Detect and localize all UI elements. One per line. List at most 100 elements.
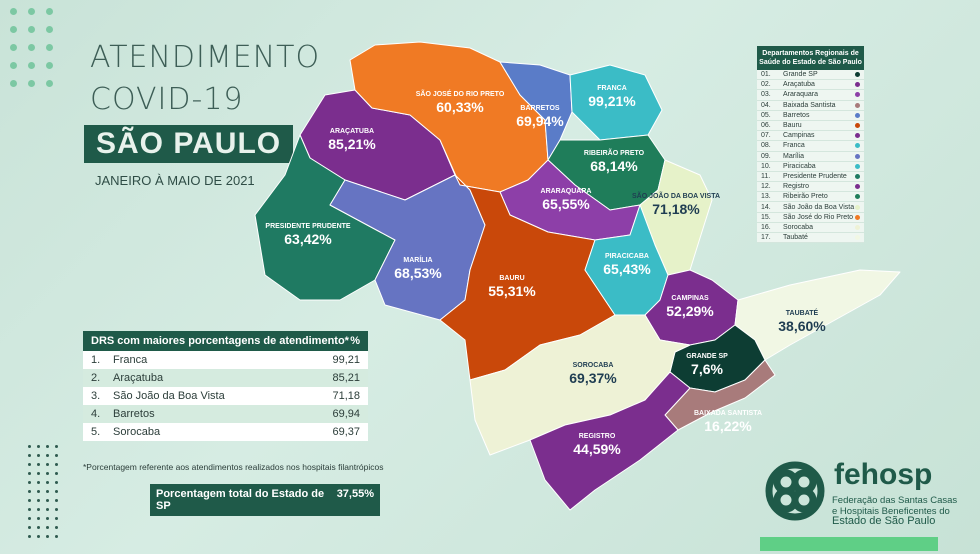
chain-link-logo-icon	[765, 461, 825, 521]
region-franca[interactable]	[569, 64, 663, 141]
decorative-dot	[28, 481, 31, 484]
legend-item-name: Taubaté	[783, 234, 808, 242]
legend-item: 17. Taubaté	[757, 233, 864, 244]
accent-bar	[760, 537, 938, 551]
logo-tagline-3: Estado de São Paulo	[832, 515, 936, 527]
legend-item-num: 02.	[761, 81, 771, 89]
decorative-dot	[46, 80, 53, 87]
legend-item-num: 15.	[761, 213, 771, 221]
decorative-dot	[28, 8, 35, 15]
ranking-row: 3. São João da Boa Vista 71,18	[83, 387, 368, 405]
decorative-dot	[28, 490, 31, 493]
region-value: 71,18%	[652, 201, 700, 217]
legend-item: 08. Franca	[757, 141, 864, 152]
decorative-dot	[28, 44, 35, 51]
decorative-dot	[28, 445, 31, 448]
region-value: 68,53%	[394, 265, 442, 281]
ranking-pos: 2.	[91, 372, 101, 384]
decorative-dot	[37, 463, 40, 466]
legend-item-num: 17.	[761, 234, 771, 242]
decorative-dot	[37, 445, 40, 448]
decorative-dot	[37, 526, 40, 529]
decorative-dot	[28, 517, 31, 520]
decorative-dot	[28, 80, 35, 87]
decorative-dot	[28, 26, 35, 33]
region-value: 65,43%	[603, 261, 651, 277]
ranking-row: 2. Araçatuba 85,21	[83, 369, 368, 387]
title-line2: COVID-19	[90, 82, 244, 117]
ranking-pos: 1.	[91, 354, 101, 366]
decorative-dot	[28, 535, 31, 538]
legend-item-name: São José do Rio Preto	[783, 213, 854, 221]
legend-item-swatch	[855, 163, 860, 169]
region-label: BAURU	[499, 275, 524, 282]
legend-item-swatch	[855, 123, 860, 129]
region-value: 52,29%	[666, 303, 714, 319]
legend-item: 02. Araçatuba	[757, 80, 864, 91]
legend-item-name: Campinas	[783, 132, 815, 140]
legend-item-num: 03.	[761, 91, 771, 99]
legend-item-num: 13.	[761, 193, 771, 201]
legend-item: 11. Presidente Prudente	[757, 172, 864, 183]
total-value: 37,55%	[336, 488, 374, 500]
legend-item: 07. Campinas	[757, 131, 864, 142]
decorative-dot	[28, 454, 31, 457]
legend-item-num: 05.	[761, 111, 771, 119]
decorative-dot	[55, 499, 58, 502]
decorative-dot	[46, 463, 49, 466]
region-registro[interactable]	[529, 371, 691, 511]
legend-item: 09. Marília	[757, 152, 864, 162]
legend-item-name: São João da Boa Vista	[783, 203, 855, 211]
decorative-dot	[28, 472, 31, 475]
ranking-pos: 5.	[91, 426, 101, 438]
ranking-row: 4. Barretos 69,94	[83, 405, 368, 423]
ranking-header-pct: %	[350, 335, 360, 347]
decorative-dot	[55, 517, 58, 520]
legend-item-name: Araraquara	[783, 91, 819, 99]
decorative-dot	[10, 62, 17, 69]
region-label: SOROCABA	[573, 362, 614, 369]
decorative-dot	[55, 481, 58, 484]
legend-item-swatch	[855, 184, 860, 190]
region-value: 99,21%	[588, 93, 636, 109]
decorative-dot	[28, 62, 35, 69]
decorative-dot	[10, 44, 17, 51]
decorative-dot	[46, 445, 49, 448]
ranking-row: 1. Franca 99,21	[83, 351, 368, 369]
ranking-table: DRS com maiores porcentagens de atendime…	[83, 331, 368, 441]
decorative-dot	[46, 472, 49, 475]
legend-item-name: Barretos	[783, 111, 810, 119]
decorative-dot	[37, 490, 40, 493]
decorative-dot	[37, 508, 40, 511]
decorative-dot	[46, 481, 49, 484]
legend-item-num: 08.	[761, 142, 771, 150]
region-label: TAUBATÉ	[786, 308, 819, 317]
region-label: ARAÇATUBA	[330, 128, 374, 135]
decorative-dot	[55, 472, 58, 475]
total-label: Porcentagem total do Estado de SP	[156, 488, 325, 512]
legend-item-name: Grande SP	[783, 71, 818, 79]
region-sorocaba[interactable]	[469, 314, 691, 456]
legend-item-name: Bauru	[783, 122, 802, 130]
legend-item-swatch	[855, 92, 860, 98]
ranking-pos: 4.	[91, 408, 101, 420]
ranking-name: Franca	[113, 354, 148, 366]
region-label: RIBEIRÃO PRETO	[584, 148, 645, 157]
legend-item-name: Sorocaba	[783, 223, 813, 231]
legend-item-name: Ribeirão Preto	[783, 193, 828, 201]
region-value: 63,42%	[284, 231, 332, 247]
legend-item-num: 01.	[761, 71, 771, 79]
region-label: PRESIDENTE PRUDENTE	[265, 223, 351, 230]
legend-item: 12. Registro	[757, 182, 864, 193]
decorative-dot	[55, 526, 58, 529]
decorative-dot	[37, 517, 40, 520]
region-label: CAMPINAS	[671, 295, 709, 302]
region-value: 16,22%	[704, 418, 752, 434]
region-value: 85,21%	[328, 136, 376, 152]
decorative-dot	[46, 499, 49, 502]
decorative-dot	[55, 454, 58, 457]
region-value: 55,31%	[488, 283, 536, 299]
legend-item-num: 16.	[761, 223, 771, 231]
ranking-value: 99,21	[332, 354, 360, 366]
total-badge: Porcentagem total do Estado de SP 37,55%	[150, 484, 380, 516]
